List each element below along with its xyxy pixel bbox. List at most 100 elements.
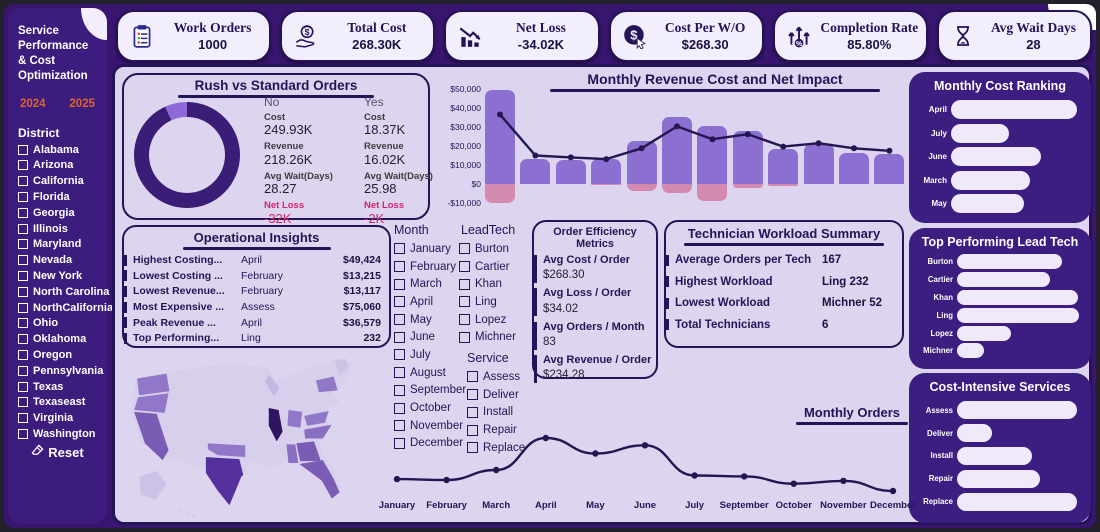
- hbar-bar[interactable]: [957, 289, 1078, 305]
- checkbox-item[interactable]: Pennsylvania: [18, 363, 107, 379]
- checkbox-item[interactable]: October: [394, 399, 466, 417]
- reset-button[interactable]: Reset: [8, 444, 107, 460]
- checkbox[interactable]: [459, 243, 470, 255]
- net-loss-bar[interactable]: [662, 184, 692, 193]
- net-loss-bar[interactable]: [591, 184, 622, 185]
- checkbox[interactable]: [18, 350, 28, 360]
- checkbox-item[interactable]: Install: [467, 404, 525, 422]
- checkbox-item[interactable]: Illinois: [18, 221, 107, 237]
- checkbox[interactable]: [394, 437, 405, 449]
- hbar-bar[interactable]: [951, 194, 1025, 214]
- checkbox[interactable]: [18, 286, 28, 297]
- checkbox[interactable]: [394, 420, 405, 432]
- checkbox-item[interactable]: June: [394, 328, 466, 346]
- checkbox[interactable]: [18, 318, 28, 329]
- checkbox[interactable]: [467, 389, 478, 401]
- checkbox[interactable]: [394, 349, 405, 361]
- checkbox[interactable]: [394, 384, 405, 396]
- state-new-york[interactable]: [315, 376, 338, 393]
- net-loss-bar[interactable]: [626, 184, 657, 191]
- checkbox[interactable]: [459, 314, 470, 326]
- checkbox-item[interactable]: May: [394, 311, 466, 329]
- checkbox-item[interactable]: Oregon: [18, 347, 107, 363]
- checkbox-item[interactable]: July: [394, 346, 466, 364]
- checkbox-item[interactable]: Replace: [467, 439, 525, 457]
- checkbox-item[interactable]: Alabama: [18, 142, 107, 158]
- checkbox[interactable]: [394, 314, 405, 326]
- hbar-bar[interactable]: [957, 272, 1051, 288]
- state-outline[interactable]: [131, 357, 353, 507]
- net-loss-bar[interactable]: [732, 184, 763, 188]
- checkbox-item[interactable]: Repair: [467, 421, 525, 439]
- state-washington[interactable]: [137, 373, 170, 396]
- checkbox-item[interactable]: Assess: [467, 368, 525, 386]
- cost-bar[interactable]: [803, 143, 834, 184]
- checkbox[interactable]: [18, 365, 28, 376]
- checkbox-item[interactable]: NorthCalifornia: [18, 300, 113, 316]
- checkbox-item[interactable]: Texas: [18, 379, 107, 395]
- checkbox[interactable]: [459, 331, 470, 343]
- state-hawaii[interactable]: [178, 508, 183, 513]
- state-hawaii[interactable]: [185, 511, 190, 516]
- checkbox-item[interactable]: January: [394, 240, 466, 258]
- state-ohio[interactable]: [287, 409, 303, 428]
- checkbox[interactable]: [18, 223, 28, 234]
- hbar-bar[interactable]: [957, 307, 1079, 323]
- checkbox-item[interactable]: February: [394, 258, 466, 276]
- checkbox-item[interactable]: New York: [18, 268, 107, 284]
- cost-bar[interactable]: [839, 153, 869, 184]
- hbar-bar[interactable]: [957, 492, 1077, 511]
- checkbox[interactable]: [18, 207, 28, 218]
- checkbox-item[interactable]: November: [394, 417, 466, 435]
- checkbox[interactable]: [18, 334, 28, 345]
- checkbox-item[interactable]: December: [394, 435, 466, 453]
- checkbox[interactable]: [467, 442, 478, 454]
- checkbox-item[interactable]: August: [394, 364, 466, 382]
- checkbox-item[interactable]: Oklahoma: [18, 331, 107, 347]
- checkbox[interactable]: [18, 192, 28, 203]
- state-california[interactable]: [134, 411, 169, 461]
- checkbox[interactable]: [18, 413, 28, 424]
- checkbox[interactable]: [18, 160, 28, 171]
- state-texas[interactable]: [205, 457, 244, 506]
- hbar-bar[interactable]: [957, 424, 992, 443]
- checkbox[interactable]: [18, 239, 28, 250]
- checkbox[interactable]: [394, 296, 405, 308]
- state-north-carolina[interactable]: [304, 424, 332, 439]
- checkbox[interactable]: [467, 406, 478, 418]
- hbar-bar[interactable]: [957, 343, 985, 359]
- hbar-bar[interactable]: [951, 123, 1009, 143]
- checkbox[interactable]: [18, 271, 28, 282]
- checkbox-item[interactable]: California: [18, 173, 107, 189]
- checkbox[interactable]: [18, 381, 28, 392]
- checkbox-item[interactable]: Nevada: [18, 252, 107, 268]
- state-virginia[interactable]: [304, 410, 329, 426]
- hbar-bar[interactable]: [951, 100, 1077, 120]
- checkbox-item[interactable]: Georgia: [18, 205, 107, 221]
- state-florida[interactable]: [299, 460, 340, 499]
- checkbox[interactable]: [467, 424, 478, 436]
- checkbox[interactable]: [18, 397, 28, 408]
- checkbox[interactable]: [459, 261, 470, 273]
- hbar-bar[interactable]: [951, 147, 1041, 167]
- hbar-bar[interactable]: [957, 446, 1032, 465]
- cost-bar[interactable]: [732, 130, 763, 184]
- checkbox[interactable]: [394, 243, 405, 255]
- checkbox[interactable]: [18, 428, 28, 439]
- checkbox-item[interactable]: Cartier: [459, 258, 525, 276]
- checkbox-item[interactable]: Washington: [18, 426, 107, 442]
- cost-bar[interactable]: [485, 90, 515, 184]
- net-loss-bar[interactable]: [697, 184, 728, 201]
- checkbox[interactable]: [459, 296, 470, 308]
- checkbox-item[interactable]: April: [394, 293, 466, 311]
- checkbox[interactable]: [394, 278, 405, 290]
- checkbox[interactable]: [18, 144, 28, 155]
- state-alabama[interactable]: [286, 444, 299, 464]
- hbar-bar[interactable]: [957, 254, 1063, 270]
- net-loss-bar[interactable]: [485, 184, 515, 203]
- checkbox-item[interactable]: Florida: [18, 189, 107, 205]
- net-loss-bar[interactable]: [768, 184, 799, 186]
- checkbox-item[interactable]: Burton: [459, 240, 525, 258]
- cost-bar[interactable]: [555, 159, 586, 184]
- district-choropleth-map[interactable]: [121, 351, 393, 523]
